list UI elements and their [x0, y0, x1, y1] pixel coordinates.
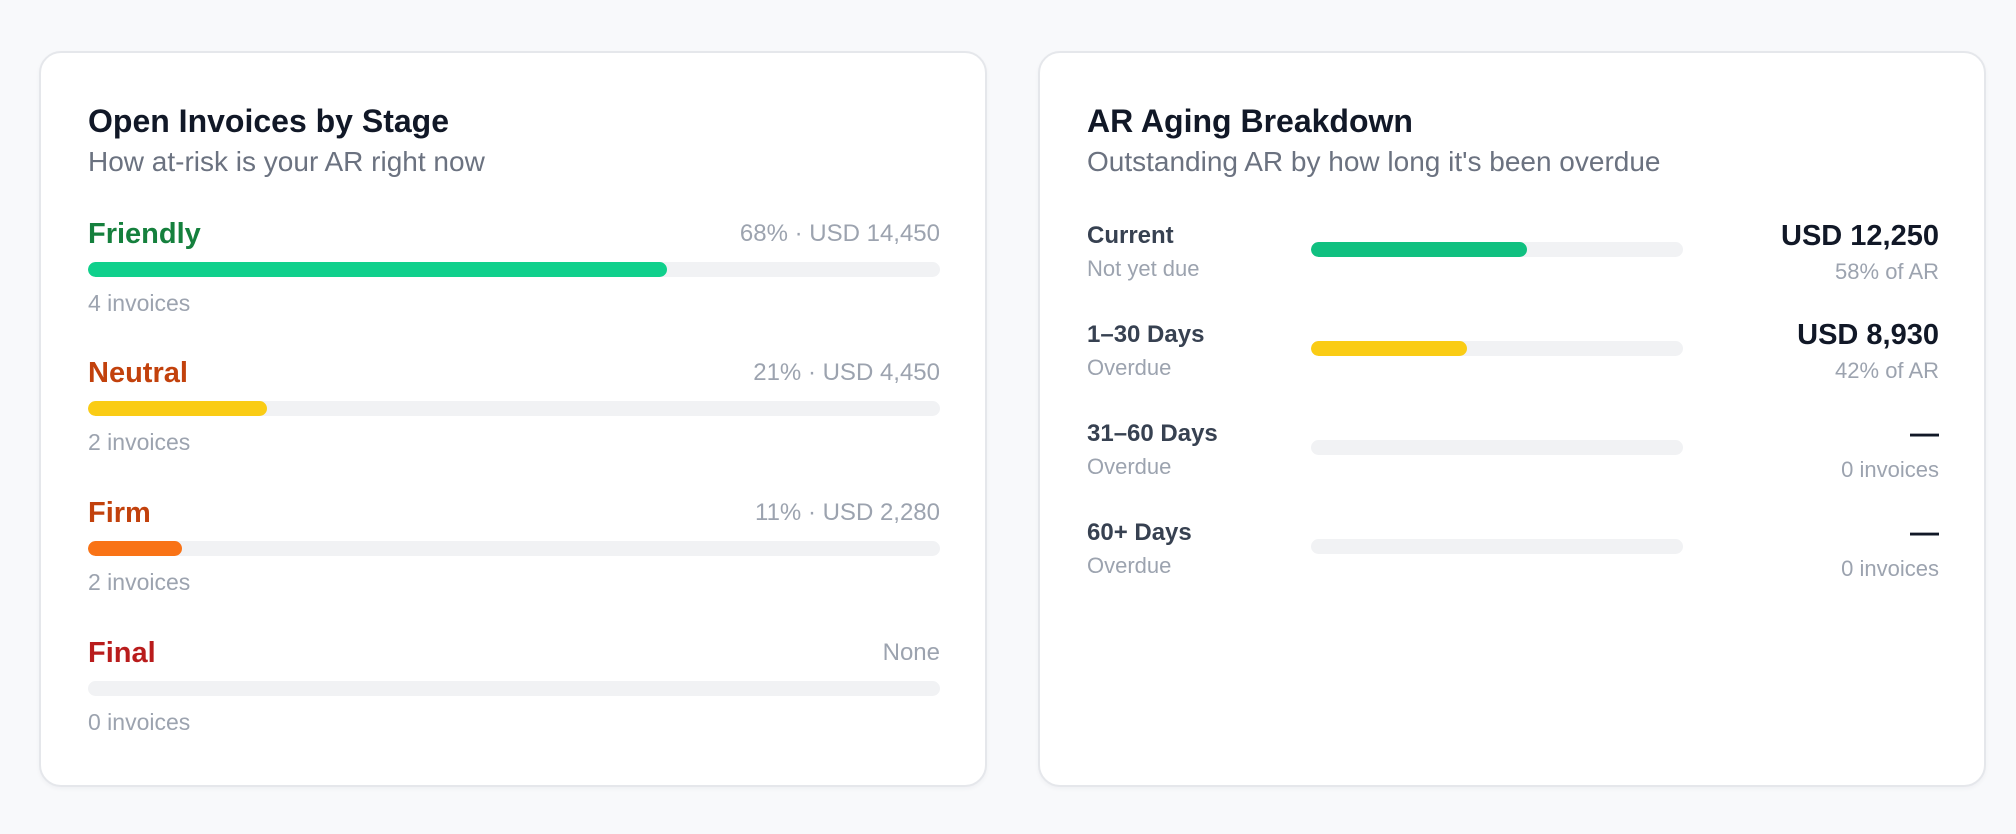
stage-label: Friendly: [88, 218, 201, 250]
stage-row-final[interactable]: Final None 0 invoices: [88, 637, 940, 757]
stage-invoice-count: 2 invoices: [88, 569, 191, 595]
aging-progress-fill: [1311, 242, 1527, 257]
stage-row-neutral[interactable]: Neutral 21% · USD 4,450 2 invoices: [88, 357, 940, 477]
stage-progress-track: [88, 262, 940, 277]
aging-progress-track: [1311, 242, 1683, 257]
aging-share: 0 invoices: [1841, 457, 1939, 482]
aging-progress-track: [1311, 539, 1683, 554]
aging-label: 1–30 Days: [1087, 321, 1205, 348]
stage-progress-track: [88, 681, 940, 696]
aging-sublabel: Overdue: [1087, 553, 1172, 578]
aging-amount: USD 12,250: [1781, 220, 1939, 252]
open-invoices-card: Open Invoices by Stage How at-risk is yo…: [39, 51, 987, 787]
stage-progress-track: [88, 541, 940, 556]
stage-progress-fill: [88, 541, 182, 556]
stage-progress-fill: [88, 401, 267, 416]
stage-meta: 11% · USD 2,280: [755, 499, 940, 526]
aging-row-current[interactable]: Current Not yet due USD 12,250 58% of AR: [1087, 220, 1939, 312]
aging-progress-track: [1311, 341, 1683, 356]
aging-sublabel: Not yet due: [1087, 256, 1200, 281]
stage-row-firm[interactable]: Firm 11% · USD 2,280 2 invoices: [88, 497, 940, 617]
stage-meta: 21% · USD 4,450: [753, 359, 940, 386]
aging-label: 60+ Days: [1087, 519, 1192, 546]
aging-label: Current: [1087, 222, 1174, 249]
card-title: AR Aging Breakdown: [1087, 103, 1413, 139]
aging-share: 58% of AR: [1835, 259, 1939, 284]
aging-label: 31–60 Days: [1087, 420, 1218, 447]
aging-share: 0 invoices: [1841, 556, 1939, 581]
stage-label: Final: [88, 637, 156, 669]
aging-row-31-60[interactable]: 31–60 Days Overdue — 0 invoices: [1087, 418, 1939, 510]
aging-amount: —: [1910, 418, 1939, 450]
stage-progress-fill: [88, 262, 668, 277]
stage-invoice-count: 2 invoices: [88, 429, 191, 455]
stage-invoice-count: 0 invoices: [88, 709, 191, 735]
stage-row-friendly[interactable]: Friendly 68% · USD 14,450 4 invoices: [88, 218, 940, 338]
stage-meta: 68% · USD 14,450: [739, 220, 940, 247]
aging-share: 42% of AR: [1835, 358, 1939, 383]
aging-sublabel: Overdue: [1087, 454, 1172, 479]
aging-row-60-plus[interactable]: 60+ Days Overdue — 0 invoices: [1087, 517, 1939, 609]
stage-label: Neutral: [88, 357, 188, 389]
aging-amount: —: [1910, 517, 1939, 549]
stage-progress-track: [88, 401, 940, 416]
stage-meta: None: [882, 639, 940, 666]
stage-invoice-count: 4 invoices: [88, 290, 191, 316]
aging-sublabel: Overdue: [1087, 355, 1172, 380]
aging-row-1-30[interactable]: 1–30 Days Overdue USD 8,930 42% of AR: [1087, 319, 1939, 411]
ar-aging-card: AR Aging Breakdown Outstanding AR by how…: [1038, 51, 1986, 787]
stage-label: Firm: [88, 497, 151, 529]
card-subtitle: How at-risk is your AR right now: [88, 146, 485, 177]
card-subtitle: Outstanding AR by how long it's been ove…: [1087, 146, 1661, 177]
aging-amount: USD 8,930: [1797, 319, 1939, 351]
card-title: Open Invoices by Stage: [88, 103, 449, 139]
aging-progress-fill: [1311, 341, 1468, 356]
aging-progress-track: [1311, 440, 1683, 455]
